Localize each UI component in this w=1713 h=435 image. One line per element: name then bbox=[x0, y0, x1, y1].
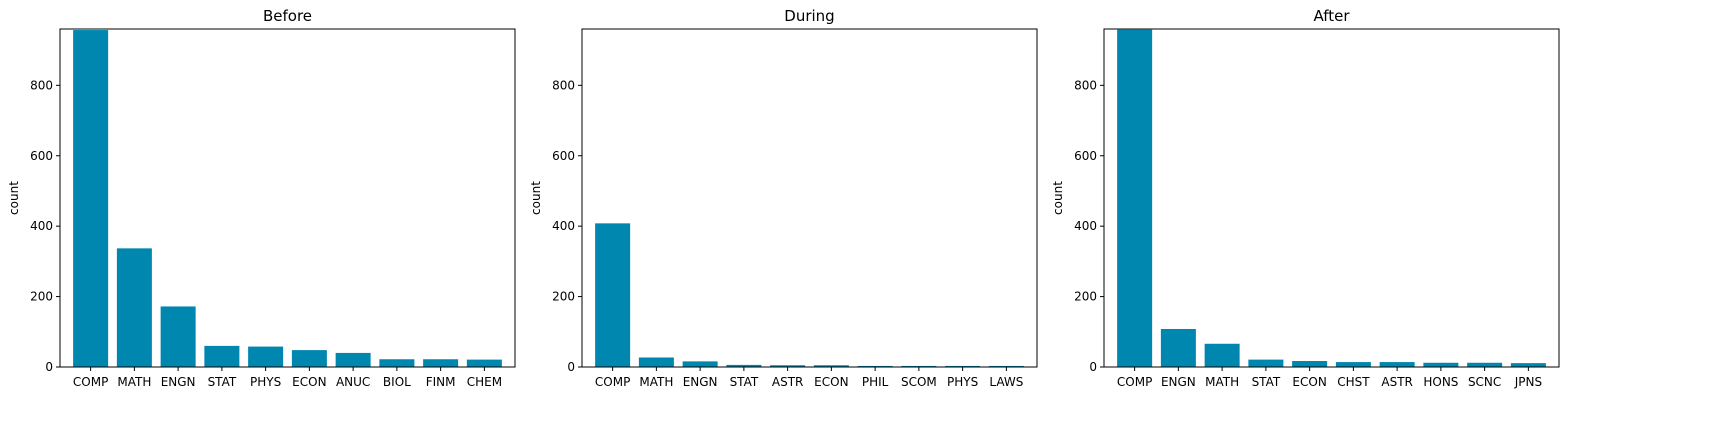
bar-laws bbox=[988, 365, 1024, 367]
x-tick-label: STAT bbox=[208, 375, 237, 389]
x-tick-label: ASTR bbox=[1381, 375, 1413, 389]
x-tick-label: COMP bbox=[1117, 375, 1152, 389]
axes-frame bbox=[581, 28, 1038, 368]
bar-engn bbox=[682, 361, 718, 367]
x-tick-label: ENGN bbox=[1161, 375, 1196, 389]
x-tick-label: COMP bbox=[595, 375, 630, 389]
bar-comp bbox=[73, 30, 109, 368]
x-tick-label: MATH bbox=[1205, 375, 1239, 389]
bar-econ bbox=[291, 350, 327, 367]
axes-frame bbox=[1103, 28, 1560, 368]
x-tick-label: ECON bbox=[292, 375, 326, 389]
chart-panel-3: COMP ENGN MATH STAT ECON CHST ASTR HONS SCNC JPNS… bbox=[1051, 7, 1560, 389]
x-tick-label: STAT bbox=[1252, 375, 1281, 389]
y-tick-label: 200 bbox=[30, 290, 53, 304]
bar-scom bbox=[901, 365, 937, 367]
y-tick-label: 800 bbox=[552, 78, 575, 92]
y-tick-label: 400 bbox=[552, 219, 575, 233]
bar-hons bbox=[1423, 362, 1459, 367]
x-tick-label: PHYS bbox=[947, 375, 978, 389]
x-tick-label: SCOM bbox=[901, 375, 937, 389]
x-tick-label: ECON bbox=[814, 375, 848, 389]
y-tick-label: 800 bbox=[30, 78, 53, 92]
bar-phys bbox=[945, 365, 981, 367]
x-tick-label: MATH bbox=[639, 375, 673, 389]
x-tick-label: MATH bbox=[117, 375, 151, 389]
bar-phil bbox=[857, 365, 893, 367]
bar-engn bbox=[160, 306, 196, 367]
x-tick-label: PHYS bbox=[250, 375, 281, 389]
y-tick-label: 600 bbox=[30, 149, 53, 163]
bar-econ bbox=[813, 365, 849, 367]
x-tick-label: BIOL bbox=[383, 375, 411, 389]
bar-biol bbox=[379, 359, 415, 367]
bar-math bbox=[638, 357, 674, 367]
y-axis-label: count bbox=[529, 181, 543, 215]
y-axis-label: count bbox=[7, 181, 21, 215]
y-tick-label: 400 bbox=[1074, 219, 1097, 233]
bar-stat bbox=[204, 345, 240, 368]
bar-chem bbox=[466, 359, 502, 367]
y-axis-label: count bbox=[1051, 181, 1065, 215]
chart-panel-2: COMP MATH ENGN STAT ASTR ECON PHIL SCOM PHYS LAWS… bbox=[529, 7, 1038, 389]
x-tick-label: CHST bbox=[1337, 375, 1370, 389]
bar-jpns bbox=[1510, 363, 1546, 367]
x-tick-label: SCNC bbox=[1468, 375, 1501, 389]
bar-engn bbox=[1160, 328, 1196, 367]
bar-stat bbox=[1248, 359, 1284, 367]
x-tick-label: HONS bbox=[1423, 375, 1458, 389]
bar-comp bbox=[1117, 29, 1153, 367]
chart-panel-1: COMP MATH ENGN STAT PHYS ECON ANUC BIOL FINM CHEM… bbox=[7, 7, 516, 389]
bar-astr bbox=[1379, 362, 1415, 367]
y-tick-label: 200 bbox=[1074, 290, 1097, 304]
x-tick-label: ECON bbox=[1292, 375, 1326, 389]
x-tick-label: COMP bbox=[73, 375, 108, 389]
chart-title: Before bbox=[263, 7, 312, 25]
y-tick-label: 600 bbox=[1074, 149, 1097, 163]
y-tick-label: 400 bbox=[30, 219, 53, 233]
bar-phys bbox=[248, 346, 284, 367]
x-tick-label: CHEM bbox=[467, 375, 502, 389]
bar-scnc bbox=[1467, 362, 1503, 367]
x-tick-label: PHIL bbox=[862, 375, 889, 389]
y-tick-label: 600 bbox=[552, 149, 575, 163]
x-tick-label: ENGN bbox=[683, 375, 718, 389]
chart-title: During bbox=[784, 7, 834, 25]
bar-econ bbox=[1292, 361, 1328, 367]
bar-chst bbox=[1335, 362, 1371, 367]
bar-finm bbox=[423, 359, 459, 367]
y-tick-label: 0 bbox=[1089, 360, 1097, 374]
x-tick-label: ASTR bbox=[772, 375, 804, 389]
x-tick-label: LAWS bbox=[989, 375, 1023, 389]
x-tick-label: JPNS bbox=[1514, 375, 1542, 389]
x-tick-label: ENGN bbox=[161, 375, 196, 389]
y-tick-label: 0 bbox=[45, 360, 53, 374]
chart-title: After bbox=[1313, 7, 1350, 25]
bar-math bbox=[1204, 343, 1240, 367]
bar-anuc bbox=[335, 352, 371, 367]
x-tick-label: FINM bbox=[426, 375, 456, 389]
x-tick-label: ANUC bbox=[336, 375, 370, 389]
bar-comp bbox=[595, 223, 631, 367]
y-tick-label: 200 bbox=[552, 290, 575, 304]
x-tick-label: STAT bbox=[730, 375, 759, 389]
bar-astr bbox=[770, 365, 806, 367]
bar-stat bbox=[726, 364, 762, 367]
bar-math bbox=[116, 248, 152, 367]
y-tick-label: 0 bbox=[567, 360, 575, 374]
axes-frame bbox=[59, 28, 516, 368]
y-tick-label: 800 bbox=[1074, 78, 1097, 92]
